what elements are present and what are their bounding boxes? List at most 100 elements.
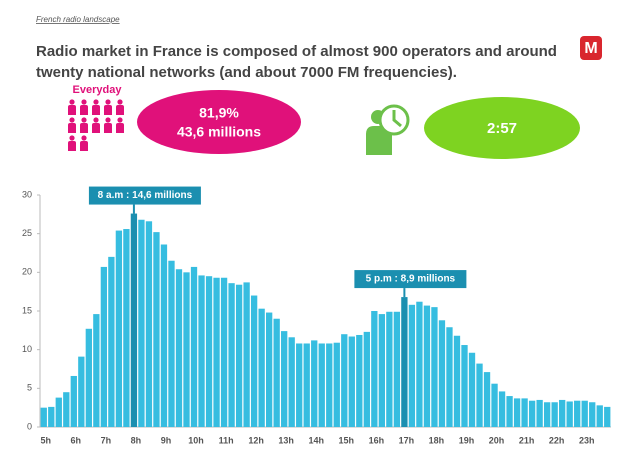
bar [55, 397, 62, 427]
person-body [80, 105, 88, 115]
bar [63, 392, 70, 427]
bar [416, 301, 423, 427]
bar [190, 266, 198, 427]
bar [138, 219, 145, 427]
person-head [93, 99, 99, 105]
bar [108, 256, 115, 427]
logo [580, 36, 602, 60]
bar [371, 311, 378, 427]
person-head [69, 117, 75, 123]
y-tick-label: 30 [22, 189, 32, 199]
y-tick-label: 20 [22, 267, 32, 277]
bar [198, 275, 205, 427]
person-head [105, 117, 111, 123]
bar [250, 295, 258, 427]
bar [40, 407, 47, 427]
bar [476, 363, 483, 427]
bar [213, 277, 220, 427]
x-tick-label: 20h [489, 435, 505, 445]
bar [93, 314, 100, 427]
bar [288, 337, 295, 427]
bar [536, 399, 543, 427]
bar [543, 402, 551, 427]
bar [446, 327, 453, 427]
bar [431, 307, 438, 427]
reach-ellipse [137, 90, 301, 154]
bar [393, 311, 401, 427]
person-head [81, 99, 87, 105]
person-body [116, 123, 124, 133]
bar [281, 331, 288, 427]
x-tick-label: 9h [161, 435, 172, 445]
bar [506, 396, 513, 427]
bar [348, 336, 355, 427]
bar [311, 340, 318, 427]
bar [468, 352, 476, 427]
bar [265, 312, 273, 427]
person-head [81, 117, 87, 123]
bar [491, 383, 498, 427]
bar [401, 297, 408, 427]
bar [78, 356, 85, 427]
bar [378, 314, 386, 427]
bar [273, 318, 280, 427]
y-tick-label: 25 [22, 228, 32, 238]
bar [220, 277, 228, 427]
bar [48, 406, 55, 427]
x-tick-label: 15h [339, 435, 355, 445]
title-line: Radio market in France is composed of al… [36, 43, 557, 60]
bar [303, 343, 310, 427]
everyday-label: Everyday [73, 84, 123, 96]
bar [326, 343, 333, 427]
bar [438, 320, 446, 427]
person-head [105, 99, 111, 105]
title-line: twenty national networks (and about 7000… [36, 64, 457, 81]
person-body [104, 123, 112, 133]
bar [408, 304, 416, 427]
person-head [81, 135, 87, 141]
bar [130, 213, 138, 427]
person-body [104, 105, 112, 115]
bar [85, 328, 92, 427]
bar [566, 401, 573, 427]
bar [559, 399, 566, 427]
bar [356, 334, 363, 427]
y-tick-label: 15 [22, 305, 32, 315]
bar [70, 375, 77, 427]
duration-value: 2:57 [487, 120, 517, 137]
annotation-text: 5 p.m : 8,9 millions [366, 274, 456, 285]
bar [596, 405, 603, 427]
person-head [117, 99, 123, 105]
annotation-text: 8 a.m : 14,6 millions [98, 190, 193, 201]
x-tick-label: 16h [369, 435, 385, 445]
bar [296, 343, 303, 427]
person-body [92, 123, 100, 133]
bar [318, 343, 325, 427]
bar [589, 402, 596, 427]
person-head [117, 117, 123, 123]
bar [521, 398, 528, 427]
bar [160, 244, 168, 427]
x-tick-label: 23h [579, 435, 595, 445]
duration-ellipse [424, 97, 580, 159]
person-head [93, 117, 99, 123]
x-tick-label: 21h [519, 435, 535, 445]
bar [100, 266, 108, 427]
x-tick-label: 19h [459, 435, 475, 445]
x-tick-label: 17h [399, 435, 415, 445]
bar [604, 406, 611, 427]
y-tick-label: 5 [27, 383, 32, 393]
person-body [80, 141, 88, 151]
bar [386, 311, 393, 427]
bar [153, 232, 160, 427]
x-tick-label: 13h [278, 435, 294, 445]
bar [333, 342, 340, 427]
x-tick-label: 10h [188, 435, 204, 445]
person-head [69, 99, 75, 105]
x-tick-label: 8h [131, 435, 142, 445]
listener-icon [366, 104, 410, 155]
bar [453, 335, 461, 427]
people-icons [68, 99, 124, 151]
bar [528, 400, 536, 427]
